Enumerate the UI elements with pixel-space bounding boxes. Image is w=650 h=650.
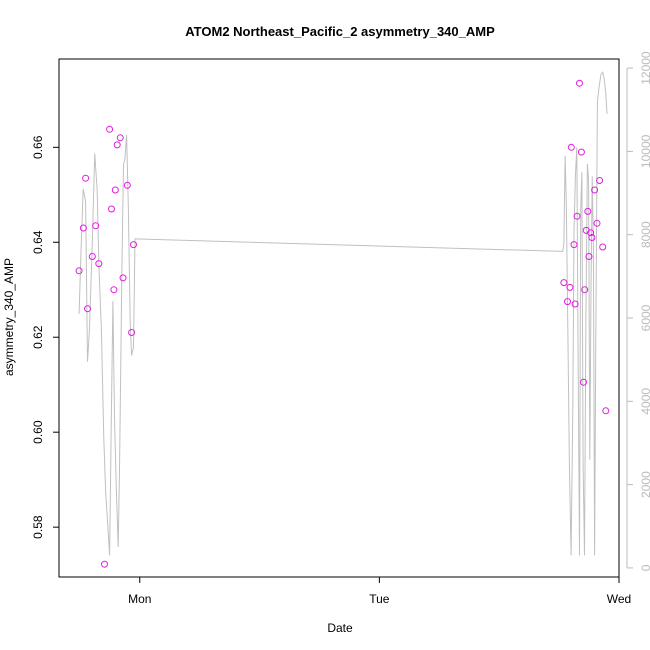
data-point — [580, 378, 587, 386]
right-tick-label: 2000 — [639, 471, 650, 498]
data-point — [92, 222, 100, 230]
data-point — [84, 305, 91, 313]
data-point — [588, 234, 596, 241]
data-point — [564, 298, 571, 306]
data-point — [584, 207, 592, 215]
data-point — [119, 274, 127, 282]
y-tick-label: 0.64 — [31, 230, 45, 254]
data-point — [576, 79, 583, 87]
data-point — [116, 134, 124, 142]
right-tick-label: 6000 — [639, 304, 650, 331]
data-point — [570, 241, 578, 249]
right-tick-label: 8000 — [639, 221, 650, 248]
x-axis-label: Date — [327, 621, 353, 635]
y-tick-label: 0.58 — [31, 515, 45, 539]
y-axis: 0.58 0.60 0.62 0.64 0.66 — [31, 135, 59, 539]
data-point — [111, 186, 119, 194]
y-tick-label: 0.66 — [31, 135, 45, 159]
x-tick-label: Mon — [128, 592, 151, 606]
plot-frame — [58, 58, 620, 578]
chart-title: ATOM2 Northeast_Pacific_2 asymmetry_340_… — [185, 24, 495, 39]
data-point — [113, 141, 121, 149]
data-point — [599, 243, 607, 251]
points-series — [75, 79, 610, 568]
data-point — [581, 286, 589, 294]
data-point — [571, 300, 579, 308]
data-point — [593, 219, 601, 227]
data-point — [75, 267, 83, 275]
data-point — [110, 286, 118, 294]
data-point — [577, 148, 585, 156]
right-tick-label: 10000 — [639, 134, 650, 168]
data-point — [591, 186, 599, 194]
data-point — [602, 407, 610, 415]
data-point — [88, 253, 96, 260]
data-point — [82, 174, 90, 182]
data-point — [567, 143, 575, 151]
data-point — [123, 181, 131, 189]
right-axis: 0 2000 4000 6000 8000 10000 12000 — [626, 51, 650, 571]
data-point — [587, 229, 595, 237]
data-point — [106, 125, 114, 133]
data-point — [560, 279, 568, 287]
data-point — [108, 205, 115, 213]
y-tick-label: 0.60 — [31, 420, 45, 444]
data-point — [101, 560, 108, 568]
right-tick-label: 4000 — [639, 388, 650, 415]
data-point — [95, 260, 103, 268]
data-point — [573, 212, 581, 220]
data-point — [566, 283, 574, 291]
series-line — [78, 71, 608, 556]
right-tick-label: 0 — [639, 564, 650, 571]
x-tick-label: Tue — [369, 592, 390, 606]
data-point — [585, 253, 593, 260]
data-point — [79, 224, 87, 232]
y-axis-label: asymmetry_340_AMP — [2, 258, 16, 376]
data-point — [596, 177, 604, 184]
data-point — [128, 329, 136, 336]
x-axis: Mon Tue Wed — [128, 577, 631, 606]
data-point — [130, 241, 137, 249]
right-tick-label: 12000 — [639, 51, 650, 85]
y-tick-label: 0.62 — [31, 325, 45, 349]
x-tick-label: Wed — [607, 592, 631, 606]
line-series — [78, 71, 608, 556]
